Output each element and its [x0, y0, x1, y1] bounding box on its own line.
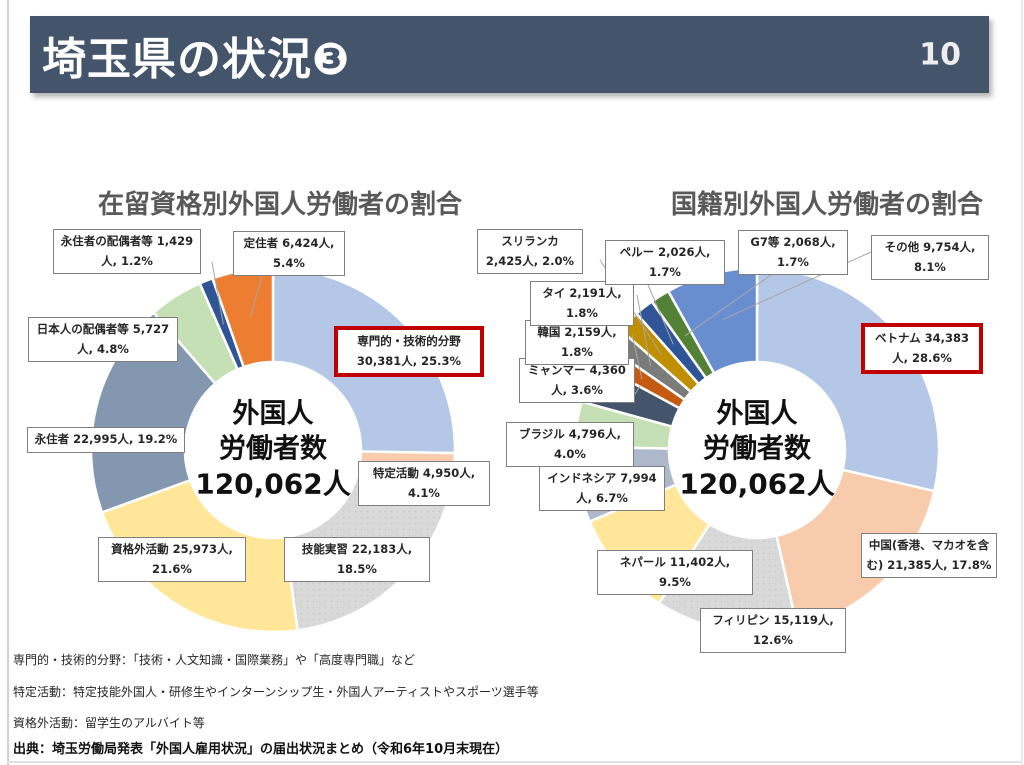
chart-title-nationality: 国籍別外国人労働者の割合 [670, 190, 983, 220]
center-label-total: 120,062人 [679, 467, 835, 501]
chart-data-label: スリランカ 2,425人, 2.0% [477, 229, 583, 275]
chart-data-label: その他 9,754人, 8.1% [871, 235, 989, 281]
donut-segment [755, 266, 941, 493]
chart-data-label: ミャンマー 4,360人, 3.6% [519, 358, 635, 404]
source-citation: 出典：埼玉労働局発表「外国人雇用状況」の届出状況まとめ（令和6年10月末現在） [13, 742, 509, 757]
center-label-line: 労働者数 [703, 433, 811, 465]
chart-data-label: ペルー 2,026人, 1.7% [605, 240, 725, 286]
chart-data-label: ブラジル 4,796人, 4.0% [506, 422, 634, 468]
donut-center-total-right: 外国人 労働者数 120,062人 [642, 397, 872, 504]
chart-data-label: 特定活動 4,950人, 4.1% [358, 461, 490, 507]
chart-data-label: ネパール 11,402人, 9.5% [597, 550, 753, 596]
chart-data-label: 専門的・技術的分野 30,381人, 25.3% [334, 326, 484, 378]
chart-data-label: G7等 2,068人, 1.7% [738, 230, 848, 276]
slide-right-edge [1021, 0, 1023, 765]
chart-data-label: 永住者 22,995人, 19.2% [27, 427, 185, 453]
slide-bottom-edge [7, 761, 1022, 763]
slide-left-edge [7, 0, 9, 765]
chart-data-label: タイ 2,191人, 1.8% [530, 281, 634, 327]
chart-data-label: ベトナム 34,383人, 28.6% [861, 323, 983, 375]
footnote-designated-activities: 特定活動：特定技能外国人・研修生やインターンシップ生・外国人アーティストやスポー… [13, 685, 539, 699]
chart-data-label: フィリピン 15,119人, 12.6% [700, 608, 846, 654]
center-label-line: 外国人 [716, 398, 798, 430]
chart-data-label: 永住者の配偶者等 1,429人, 1.2% [53, 229, 201, 275]
donut-center-total-left: 外国人 労働者数 120,062人 [158, 397, 388, 504]
center-label-line: 労働者数 [219, 433, 327, 465]
leader-line [636, 294, 652, 367]
chart-data-label: 日本人の配偶者等 5,727人, 4.8% [28, 317, 178, 363]
chart-data-label: 定住者 6,424人, 5.4% [233, 231, 345, 277]
chart-data-label: 中国(香港、マカオを含む) 21,385人, 17.8% [861, 533, 997, 579]
leader-line [631, 333, 643, 380]
leader-line [211, 261, 224, 325]
chart-title-residence-status: 在留資格別外国人労働者の割合 [97, 190, 462, 220]
chart-data-label: インドネシア 7,994人, 6.7% [539, 466, 665, 512]
page-title: 埼玉県の状況❸ [42, 33, 351, 85]
header-banner: 埼玉県の状況❸ 10 [30, 16, 989, 93]
footnote-professional-field: 専門的・技術的分野：「技術・人文知識・国際業務」や「高度専門職」など [13, 653, 416, 667]
chart-data-label: 韓国 2,159人, 1.8% [525, 320, 629, 366]
page-number: 10 [919, 37, 961, 72]
chart-data-label: 技能実習 22,183人, 18.5% [284, 537, 430, 583]
footnote-outside-status: 資格外活動：留学生のアルバイト等 [13, 716, 205, 730]
center-label-line: 外国人 [232, 398, 314, 430]
center-label-total: 120,062人 [195, 467, 351, 501]
chart-data-label: 資格外活動 25,973人, 21.6% [98, 537, 246, 583]
